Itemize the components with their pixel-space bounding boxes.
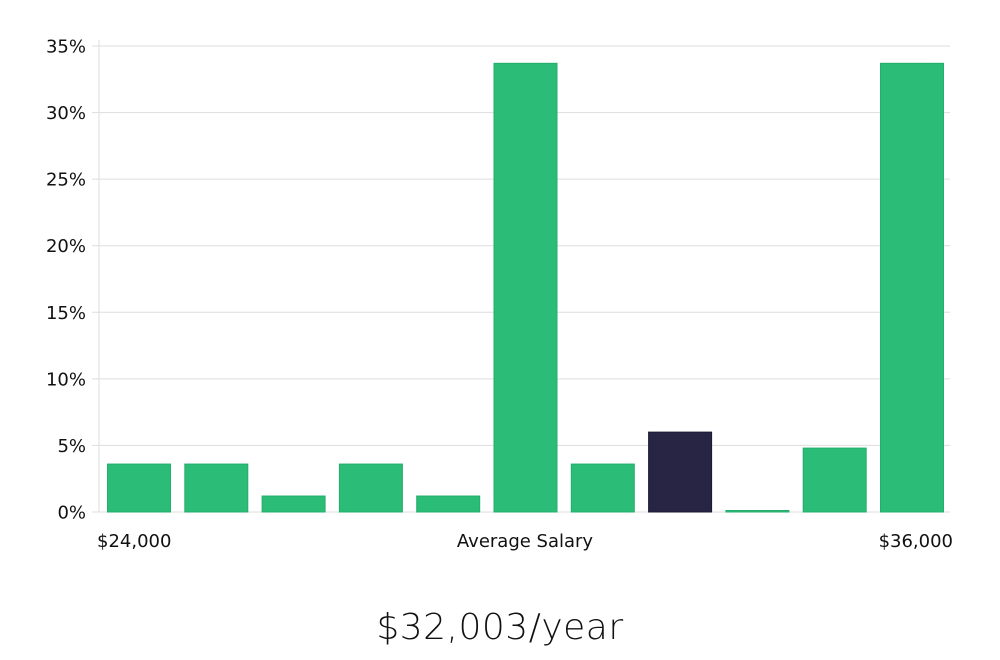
y-tick-labels: 0% 5% 10% 15% 20% 25% 30% 35% <box>46 37 86 524</box>
y-tick-label: 20% <box>46 236 86 257</box>
bar-9 <box>725 510 790 513</box>
y-tick-label: 30% <box>46 103 86 124</box>
y-tick-label: 15% <box>46 303 86 324</box>
y-tick-label: 10% <box>46 369 86 390</box>
bar-2 <box>184 463 249 513</box>
bar-10 <box>802 447 867 513</box>
x-label-max: $36,000 <box>879 531 953 552</box>
bar-5 <box>416 495 481 513</box>
x-label-min: $24,000 <box>97 531 171 552</box>
bar-4 <box>338 463 403 513</box>
x-label-center: Average Salary <box>457 531 594 552</box>
average-salary-headline: $32,003/year <box>376 607 624 648</box>
bar-highlighted <box>648 431 713 513</box>
y-tick-label: 35% <box>46 37 86 58</box>
salary-histogram: 0% 5% 10% 15% 20% 25% 30% 35% $24,000 Average S… <box>46 37 953 553</box>
y-tick-label: 0% <box>57 503 86 524</box>
bar-3 <box>261 495 326 513</box>
x-axis-labels: $24,000 Average Salary $36,000 <box>97 531 953 552</box>
bar-1 <box>107 463 171 513</box>
bar-11 <box>880 62 944 513</box>
y-tick-label: 5% <box>57 436 86 457</box>
y-tick-label: 25% <box>46 170 86 191</box>
bar-6 <box>493 62 558 513</box>
bar-7 <box>570 463 635 513</box>
bars <box>107 62 944 513</box>
